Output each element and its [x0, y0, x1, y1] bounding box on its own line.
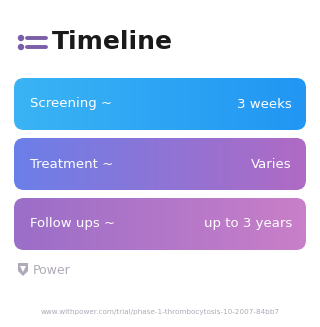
- Polygon shape: [18, 263, 28, 276]
- Polygon shape: [20, 266, 26, 272]
- Text: Screening ~: Screening ~: [30, 97, 112, 111]
- Text: www.withpower.com/trial/phase-1-thrombocytosis-10-2007-84bb7: www.withpower.com/trial/phase-1-thromboc…: [40, 309, 280, 315]
- Text: Follow ups ~: Follow ups ~: [30, 217, 115, 231]
- Text: Varies: Varies: [252, 158, 292, 170]
- Circle shape: [19, 44, 23, 49]
- Circle shape: [19, 36, 23, 41]
- Text: Timeline: Timeline: [52, 30, 173, 54]
- Text: up to 3 years: up to 3 years: [204, 217, 292, 231]
- Text: Power: Power: [33, 264, 71, 277]
- Text: 3 weeks: 3 weeks: [237, 97, 292, 111]
- Text: Treatment ~: Treatment ~: [30, 158, 113, 170]
